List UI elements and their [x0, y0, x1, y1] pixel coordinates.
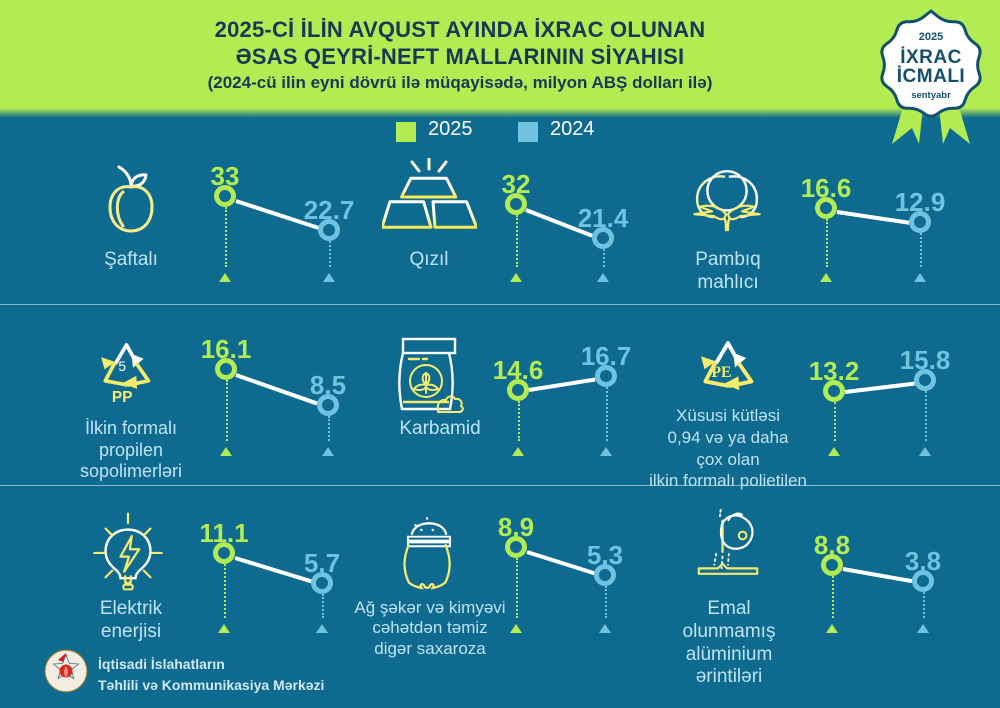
- svg-text:sentyabr: sentyabr: [911, 90, 951, 101]
- svg-text:5: 5: [118, 358, 126, 374]
- svg-text:PP: PP: [112, 389, 133, 406]
- svg-text:2025: 2025: [919, 31, 943, 43]
- svg-text:İXRAC: İXRAC: [900, 47, 962, 68]
- svg-text:PE: PE: [711, 364, 731, 381]
- svg-text:İCMALI: İCMALI: [897, 66, 965, 87]
